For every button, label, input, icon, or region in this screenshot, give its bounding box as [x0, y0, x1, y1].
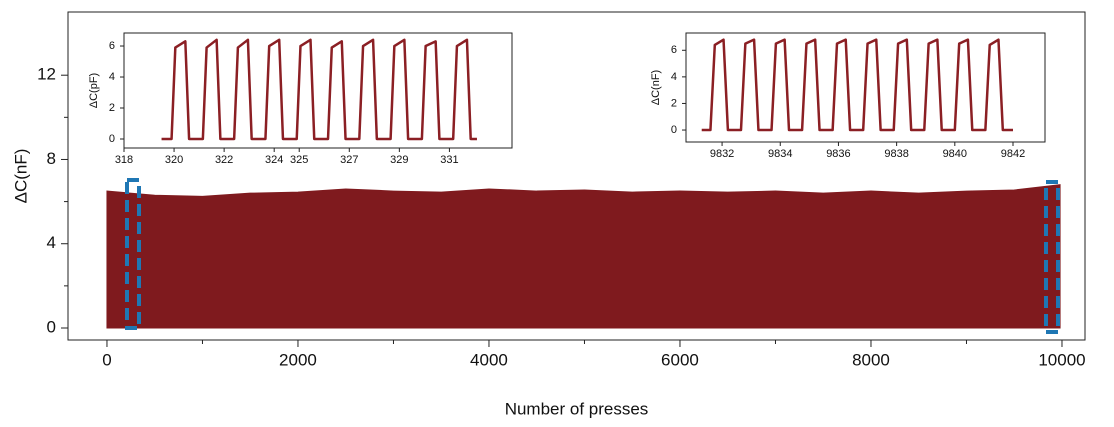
y-tick-label: 4	[47, 233, 56, 252]
highlight-boxes	[125, 178, 1060, 334]
y-axis-label: ΔC(nF)	[11, 149, 30, 204]
x-tick-label: 9842	[1001, 148, 1025, 160]
x-tick-label: 325	[290, 154, 308, 166]
highlight-box	[125, 178, 141, 330]
inset-plot: 318 320 322 324 325 327 329 331 0 2 4 6 ΔC(pF)	[88, 32, 513, 166]
x-tick-label: 329	[390, 154, 408, 166]
y-tick-label: 0	[109, 133, 115, 145]
y-tick-label: 0	[47, 317, 56, 336]
main-plot: 0 2000 4000 6000 8000 10000 0 4 8 12 Number of pre…	[11, 11, 1086, 418]
inset-plot: 9832 9834 9836 9838 9840 9842 0 2 4 6 ΔC(nF)	[650, 32, 1046, 160]
y-axis-label: ΔC(nF)	[650, 70, 662, 105]
x-tick-label: 4000	[470, 350, 508, 369]
x-axis-label: Number of presses	[505, 399, 649, 418]
x-tick-label: 9834	[768, 148, 792, 160]
x-tick-label: 9836	[826, 148, 850, 160]
x-tick-label: 320	[165, 154, 183, 166]
x-tick-label: 10000	[1038, 350, 1085, 369]
plot-frame	[67, 11, 1086, 341]
x-tick-label: 9840	[943, 148, 967, 160]
x-tick-label: 8000	[852, 350, 890, 369]
x-tick-label: 331	[440, 154, 458, 166]
y-tick-label: 0	[671, 124, 677, 136]
y-tick-label: 2	[109, 102, 115, 114]
y-axis-label: ΔC(pF)	[88, 73, 100, 108]
x-tick-label: 324	[265, 154, 283, 166]
x-tick-label: 322	[215, 154, 233, 166]
y-tick-label: 4	[671, 71, 677, 83]
y-tick-label: 4	[109, 71, 115, 83]
y-tick-label: 2	[671, 97, 677, 109]
x-tick-label: 2000	[279, 350, 317, 369]
line	[701, 38, 1013, 132]
x-tick-label: 318	[115, 154, 133, 166]
area	[106, 184, 1061, 329]
x-tick-label: 327	[340, 154, 358, 166]
line	[161, 38, 477, 141]
y-tick-label: 6	[109, 40, 115, 52]
y-tick-label: 6	[671, 44, 677, 56]
x-tick-label: 6000	[661, 350, 699, 369]
x-tick-label: 0	[102, 350, 111, 369]
highlight-box	[1044, 180, 1060, 334]
x-tick-label: 9832	[710, 148, 734, 160]
x-tick-label: 9838	[884, 148, 908, 160]
y-tick-label: 8	[47, 149, 56, 168]
y-tick-label: 12	[37, 65, 56, 84]
